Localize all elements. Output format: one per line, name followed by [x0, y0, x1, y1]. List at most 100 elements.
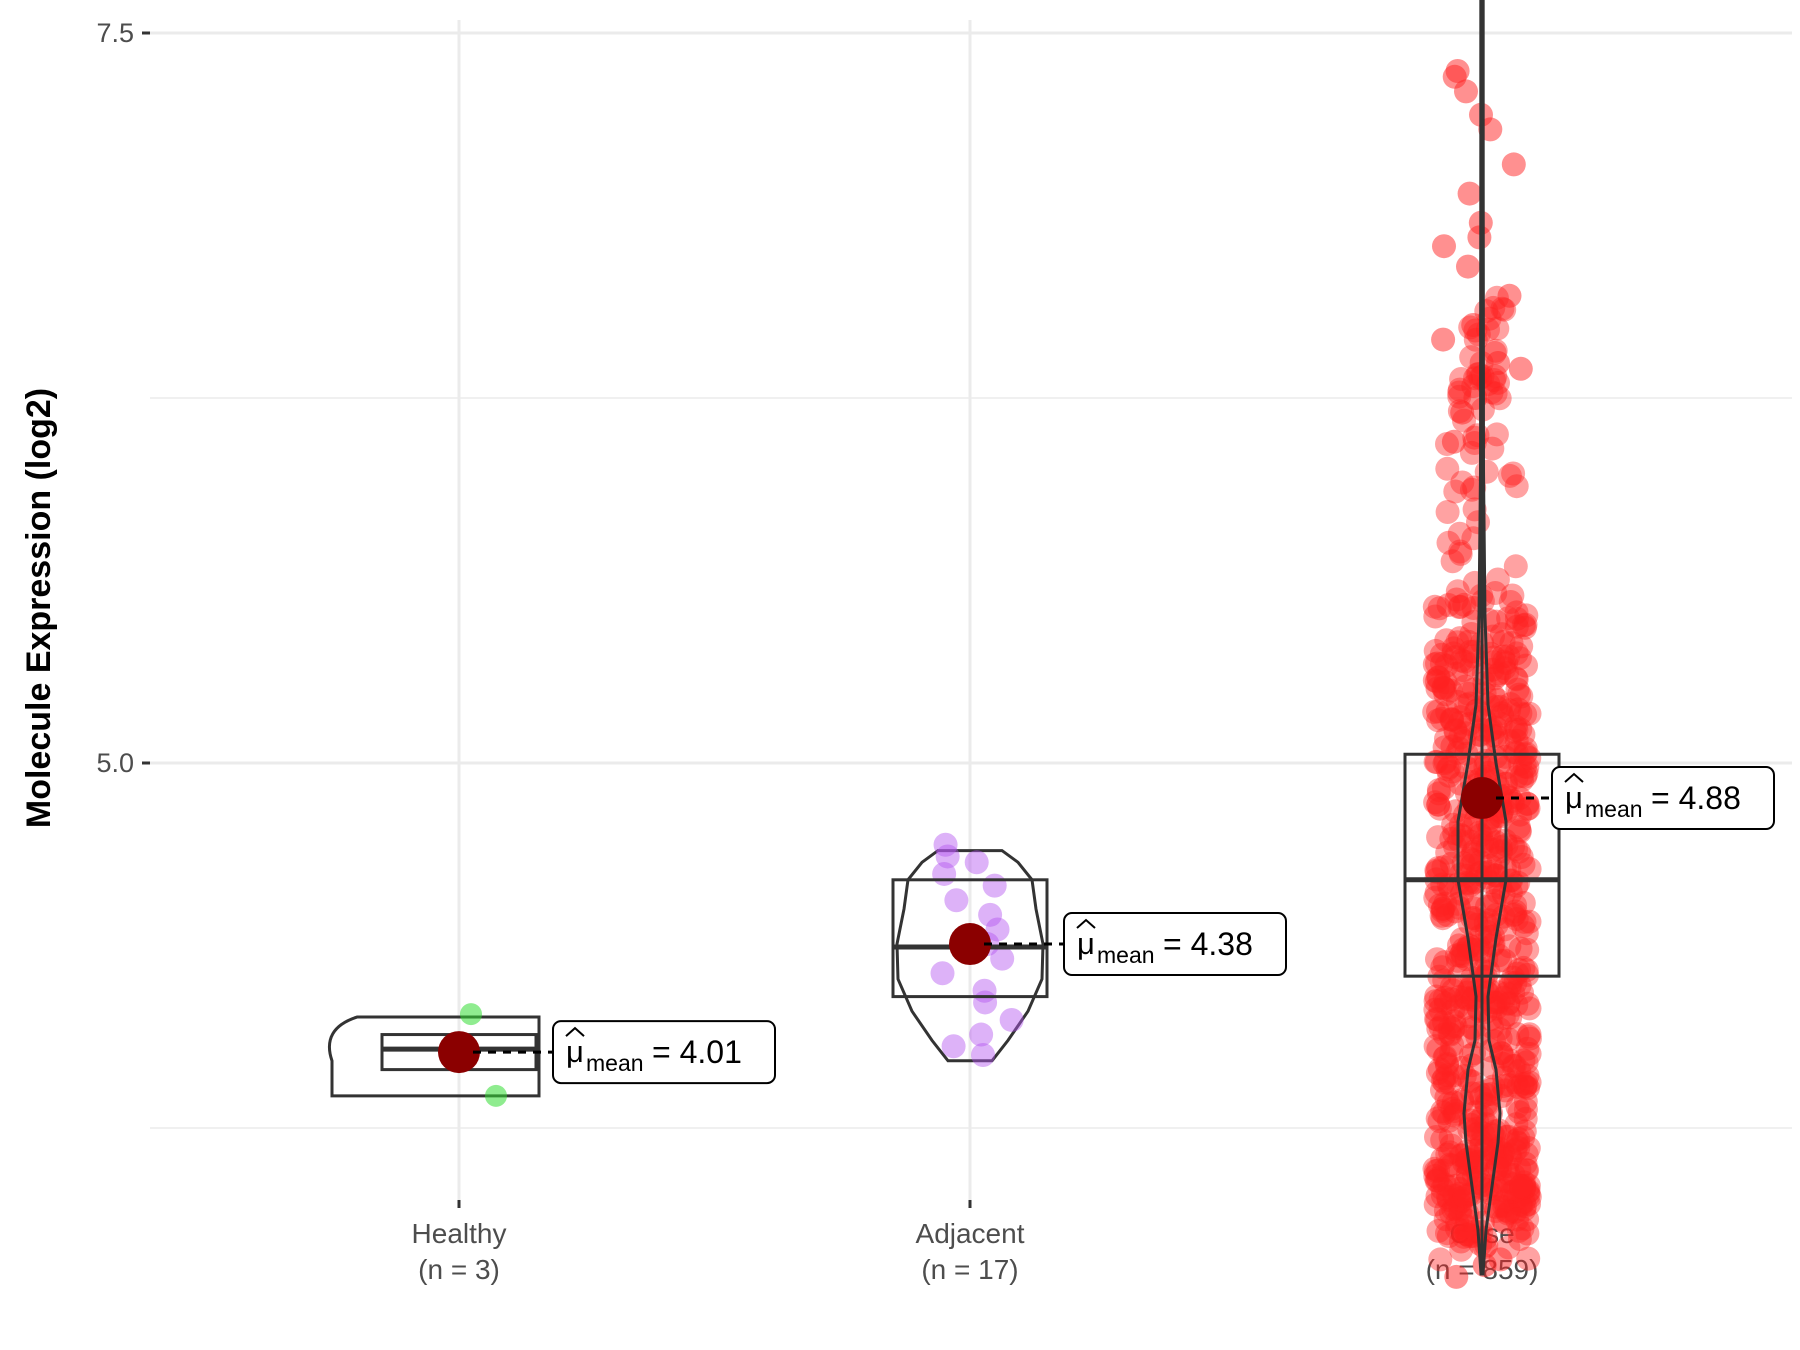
- data-point-case: [1496, 1027, 1521, 1052]
- data-point-case: [1431, 1158, 1456, 1183]
- data-point-case: [1435, 456, 1460, 481]
- data-point-case: [1424, 1159, 1448, 1183]
- data-point-case: [1498, 590, 1523, 614]
- data-point-case: [1491, 644, 1516, 669]
- data-point-case: [1504, 765, 1529, 789]
- data-point-case: [1459, 1015, 1484, 1040]
- data-point-case: [1485, 1156, 1510, 1181]
- data-point-case: [1430, 906, 1455, 931]
- data-point-case: [1454, 693, 1479, 717]
- data-point-case: [1511, 722, 1536, 747]
- data-point-case: [1429, 903, 1454, 928]
- data-point-case: [1460, 1150, 1485, 1175]
- data-point-case: [1439, 987, 1464, 1012]
- data-point-case: [1504, 474, 1529, 499]
- mean-label-box: [1551, 766, 1775, 831]
- mean-label-value: = 4.01: [652, 1034, 742, 1070]
- data-point-case: [1430, 1068, 1455, 1093]
- data-point-case: [1497, 729, 1522, 753]
- data-point-case: [1424, 880, 1449, 905]
- data-point-case: [1457, 1068, 1482, 1093]
- data-point-case: [1448, 1186, 1473, 1211]
- data-point-case: [1507, 1227, 1532, 1251]
- data-point-case: [1426, 1166, 1451, 1191]
- data-point-case: [1450, 882, 1474, 906]
- data-point-case: [1452, 592, 1477, 617]
- mean-label-mu: μ: [566, 1034, 584, 1069]
- data-point-case: [1505, 961, 1530, 986]
- data-point-case: [1514, 1050, 1539, 1075]
- violin-healthy: [327, 1015, 541, 1098]
- data-point-case: [1515, 1063, 1540, 1088]
- data-point-case: [1430, 1078, 1454, 1103]
- data-point-case: [1467, 751, 1492, 776]
- data-point-case: [1515, 937, 1540, 962]
- data-point-case: [1438, 876, 1463, 901]
- data-point-case: [1503, 1070, 1528, 1095]
- data-point-case: [1491, 1005, 1516, 1030]
- data-point-case: [1424, 858, 1449, 883]
- x-category-count: (n = 17): [921, 1254, 1018, 1285]
- data-point-case: [1510, 980, 1534, 1005]
- data-point-case: [1497, 857, 1522, 882]
- data-point-case: [1438, 1015, 1462, 1040]
- data-point-case: [1460, 937, 1485, 962]
- data-point-case: [1436, 1185, 1460, 1210]
- data-point-case: [1435, 699, 1460, 724]
- data-point-case: [1505, 1207, 1529, 1232]
- data-point-case: [1485, 316, 1510, 341]
- data-point-case: [1485, 1148, 1510, 1173]
- grid-layer: [150, 20, 1792, 1200]
- data-point-case: [1487, 1017, 1512, 1042]
- data-point-case: [1452, 1064, 1477, 1088]
- data-point-case-outlier: [1509, 1174, 1533, 1199]
- data-point-case: [1432, 1101, 1457, 1126]
- data-point-case: [1490, 703, 1515, 728]
- data-point-case: [1478, 641, 1503, 666]
- data-point-case: [1426, 856, 1451, 881]
- data-point-case: [1509, 634, 1534, 659]
- data-point-case: [1473, 911, 1498, 936]
- violin-case: [1456, 0, 1508, 1276]
- data-point-case: [1516, 796, 1541, 821]
- data-point-case: [1423, 1192, 1448, 1217]
- data-point-case: [1447, 1181, 1472, 1206]
- data-point-case: [1445, 579, 1470, 604]
- data-point-case: [1474, 1082, 1499, 1107]
- data-point-case: [1435, 1142, 1460, 1167]
- data-point-case: [1497, 1048, 1522, 1073]
- data-point-case: [1492, 985, 1517, 1010]
- data-point-adjacent: [935, 844, 960, 869]
- data-point-case: [1504, 717, 1529, 742]
- data-point-case: [1448, 813, 1473, 838]
- data-point-case: [1480, 1015, 1504, 1040]
- data-point-case: [1453, 995, 1478, 1020]
- data-point-case: [1448, 943, 1473, 968]
- data-point-case: [1501, 1054, 1526, 1078]
- data-point-case: [1503, 893, 1528, 918]
- data-point-case: [1483, 581, 1508, 605]
- data-point-case: [1506, 1135, 1531, 1160]
- data-point-case: [1501, 461, 1526, 486]
- data-point-case: [1478, 1174, 1503, 1199]
- data-point-case: [1517, 996, 1542, 1021]
- data-point-adjacent: [944, 888, 969, 913]
- data-point-case: [1426, 1158, 1451, 1183]
- data-point-case: [1444, 943, 1469, 968]
- data-point-case: [1461, 848, 1486, 873]
- data-point-case: [1432, 985, 1457, 1010]
- data-point-case: [1497, 1142, 1522, 1167]
- data-point-case: [1423, 749, 1448, 774]
- data-point-case: [1433, 991, 1458, 1016]
- data-point-case: [1501, 903, 1526, 928]
- data-point-case: [1506, 870, 1531, 895]
- data-point-case: [1426, 1016, 1451, 1041]
- data-point-case: [1424, 1125, 1448, 1149]
- data-point-case: [1496, 991, 1521, 1016]
- data-point-case: [1423, 989, 1448, 1014]
- box-adjacent: [891, 878, 1049, 999]
- data-point-case: [1514, 603, 1539, 628]
- data-point-case: [1462, 1041, 1487, 1066]
- data-point-case: [1497, 934, 1522, 959]
